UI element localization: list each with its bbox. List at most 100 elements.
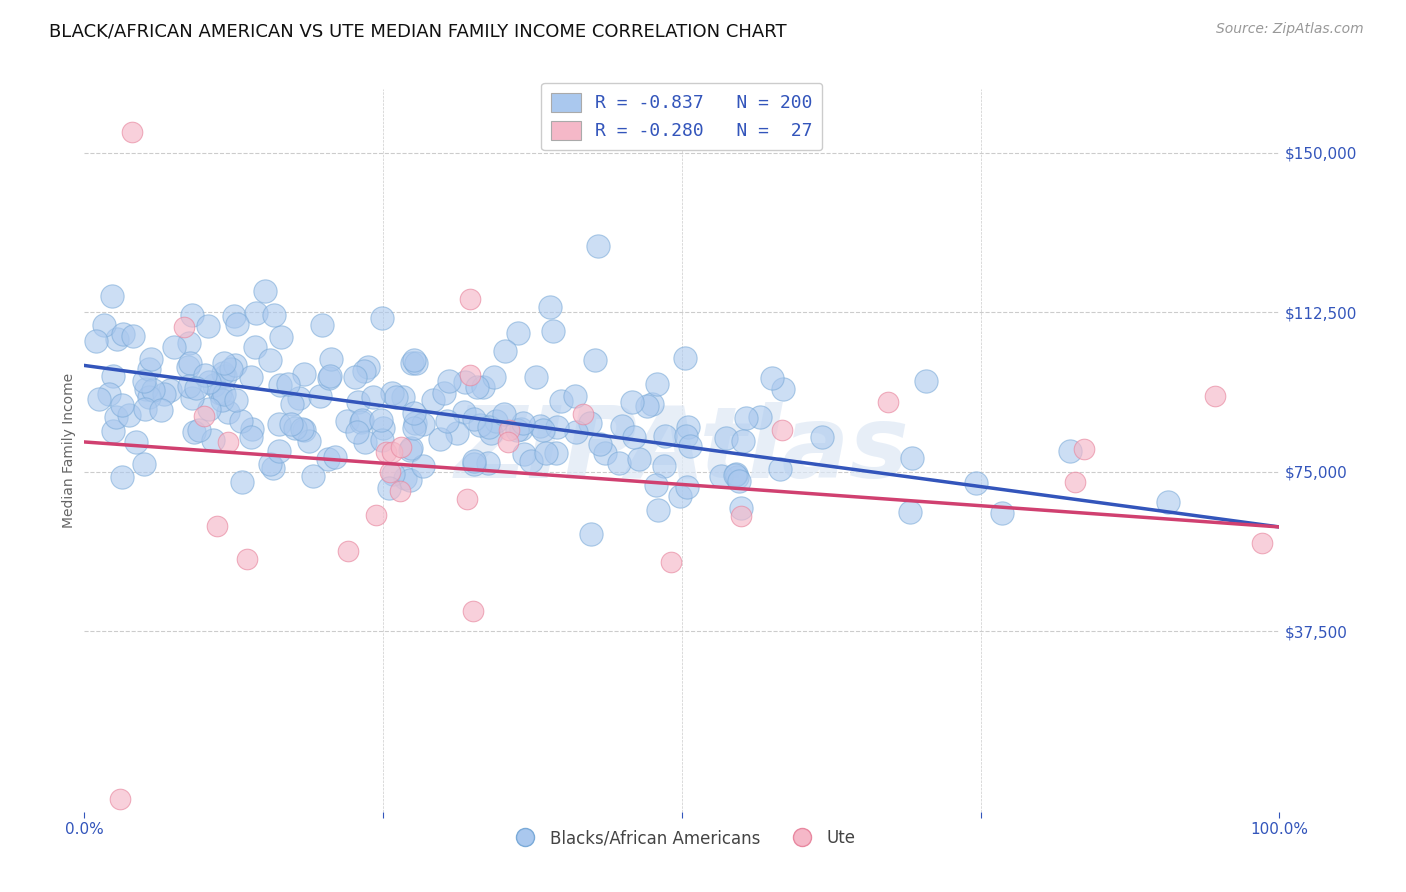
Point: [513, 447, 536, 461]
Point: [675, 429, 697, 443]
Point: [197, 319, 219, 334]
Point: [482, 370, 505, 384]
Point: [733, 434, 755, 449]
Point: [647, 502, 669, 516]
Point: [1156, 495, 1178, 509]
Point: [291, 422, 314, 436]
Point: [138, 390, 160, 404]
Point: [177, 336, 200, 351]
Point: [269, 377, 291, 392]
Point: [436, 414, 458, 428]
Point: [93, 318, 115, 332]
Point: [463, 457, 485, 471]
Point: [135, 382, 157, 396]
Point: [309, 389, 332, 403]
Point: [259, 457, 281, 471]
Point: [318, 451, 340, 466]
Point: [343, 369, 366, 384]
Point: [323, 450, 346, 464]
Point: [673, 351, 696, 365]
Point: [134, 402, 156, 417]
Point: [105, 332, 128, 346]
Point: [810, 430, 832, 444]
Point: [512, 416, 534, 430]
Point: [730, 501, 752, 516]
Point: [583, 353, 606, 368]
Point: [404, 416, 426, 430]
Point: [112, 326, 135, 341]
Point: [378, 465, 401, 479]
Point: [465, 379, 488, 393]
Point: [645, 478, 668, 492]
Point: [676, 420, 699, 434]
Point: [579, 526, 602, 541]
Point: [211, 392, 233, 407]
Point: [385, 390, 408, 404]
Point: [477, 456, 499, 470]
Point: [506, 423, 529, 437]
Point: [205, 519, 228, 533]
Point: [564, 425, 586, 439]
Point: [214, 356, 236, 370]
Point: [139, 352, 162, 367]
Point: [546, 419, 568, 434]
Point: [607, 456, 630, 470]
Point: [652, 458, 675, 473]
Point: [529, 418, 551, 433]
Point: [381, 385, 404, 400]
Point: [1204, 388, 1226, 402]
Point: [270, 330, 292, 344]
Point: [588, 436, 610, 450]
Point: [198, 375, 221, 389]
Point: [524, 370, 547, 384]
Point: [1250, 535, 1272, 549]
Point: [735, 411, 758, 425]
Point: [292, 367, 315, 381]
Point: [311, 318, 333, 332]
Point: [1059, 444, 1081, 458]
Point: [636, 399, 658, 413]
Point: [217, 405, 239, 419]
Point: [538, 300, 561, 314]
Point: [550, 393, 572, 408]
Point: [710, 468, 733, 483]
Point: [288, 391, 311, 405]
Point: [378, 481, 401, 495]
Point: [212, 386, 235, 401]
Point: [439, 374, 461, 388]
Point: [484, 414, 506, 428]
Point: [679, 439, 702, 453]
Point: [150, 402, 173, 417]
Point: [370, 413, 392, 427]
Point: [915, 374, 938, 388]
Point: [364, 508, 387, 523]
Point: [292, 423, 315, 437]
Point: [901, 450, 924, 465]
Point: [458, 368, 481, 383]
Point: [352, 413, 374, 427]
Point: [202, 433, 225, 447]
Point: [769, 462, 792, 476]
Point: [506, 326, 529, 340]
Point: [262, 461, 284, 475]
Point: [163, 340, 186, 354]
Point: [87, 392, 110, 406]
Point: [98, 387, 121, 401]
Point: [509, 422, 531, 436]
Legend: Blacks/African Americans, Ute: Blacks/African Americans, Ute: [502, 822, 862, 854]
Point: [433, 386, 456, 401]
Point: [399, 441, 422, 455]
Point: [453, 405, 475, 419]
Point: [877, 395, 900, 409]
Point: [138, 362, 160, 376]
Point: [142, 383, 165, 397]
Point: [219, 362, 242, 376]
Point: [463, 453, 485, 467]
Point: [478, 419, 501, 434]
Point: [627, 452, 650, 467]
Point: [965, 476, 987, 491]
Point: [446, 425, 468, 440]
Point: [319, 368, 342, 383]
Point: [183, 425, 205, 439]
Point: [125, 435, 148, 450]
